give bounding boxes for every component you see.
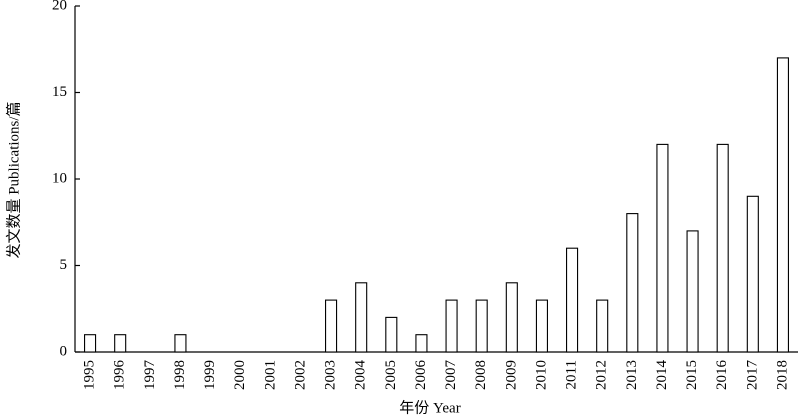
x-tick-label: 2015: [684, 360, 700, 390]
x-tick-label: 2008: [473, 360, 489, 390]
bar: [656, 143, 669, 353]
bar: [776, 57, 789, 353]
x-tick-label: 1995: [82, 360, 98, 390]
bar: [535, 299, 548, 353]
x-tick-label: 2003: [323, 360, 339, 390]
bar: [415, 334, 428, 353]
x-tick-label: 2007: [443, 360, 459, 391]
x-tick-label: 1999: [202, 360, 218, 390]
x-tick-label: 2011: [564, 360, 580, 389]
x-tick-label: 2000: [232, 360, 248, 390]
bar: [716, 143, 729, 353]
x-tick-label: 1998: [172, 360, 188, 390]
x-tick-label: 2010: [533, 360, 549, 390]
bar: [475, 299, 488, 353]
y-tick-label: 10: [52, 170, 67, 186]
x-tick-label: 2002: [292, 360, 308, 390]
bar: [505, 282, 518, 353]
x-tick-label: 2018: [774, 360, 790, 390]
bar: [114, 334, 127, 353]
x-tick-label: 2017: [744, 360, 760, 391]
x-tick-label: 2014: [654, 360, 670, 391]
bar: [385, 316, 398, 353]
x-tick-label: 2013: [624, 360, 640, 390]
bar: [174, 334, 187, 353]
y-tick-label: 20: [52, 0, 67, 13]
bar: [566, 247, 579, 353]
x-tick-label: 2006: [413, 360, 429, 391]
y-tick-label: 15: [52, 84, 67, 100]
y-tick-label: 0: [60, 343, 68, 359]
bar: [626, 213, 639, 353]
bar: [325, 299, 338, 353]
y-tick-label: 5: [60, 257, 68, 273]
x-tick-label: 2005: [383, 360, 399, 390]
bar: [445, 299, 458, 353]
x-tick-label: 1997: [142, 360, 158, 391]
x-tick-label: 2001: [262, 360, 278, 390]
x-tick-label: 2009: [503, 360, 519, 390]
y-axis-label: 发文数量 Publications/篇: [4, 101, 22, 258]
bar: [686, 230, 699, 353]
x-tick-label: 1996: [112, 360, 128, 391]
x-tick-label: 2012: [594, 360, 610, 390]
bar: [596, 299, 609, 353]
bar: [84, 334, 97, 353]
x-tick-label: 2004: [353, 360, 369, 391]
bar: [746, 195, 759, 353]
x-tick-label: 2016: [714, 360, 730, 391]
x-axis-label: 年份 Year: [399, 399, 460, 416]
bar: [355, 282, 368, 353]
